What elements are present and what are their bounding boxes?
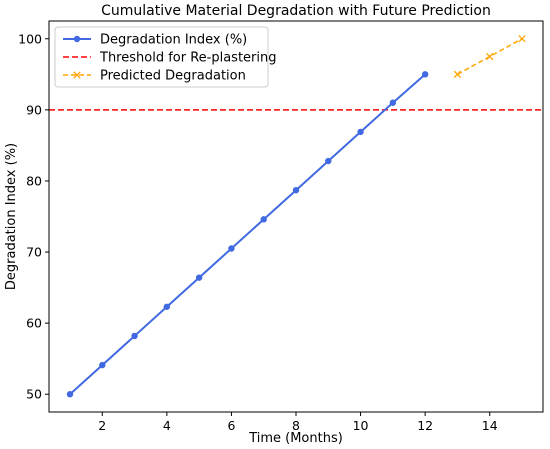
data-point — [163, 303, 171, 310]
data-point — [453, 70, 462, 78]
y-tick-label: 100 — [18, 31, 42, 46]
data-point — [292, 186, 300, 194]
x-tick-label: 14 — [482, 418, 498, 433]
data-point — [486, 52, 494, 61]
data-point — [131, 332, 138, 340]
legend-label: Predicted Degradation — [100, 69, 246, 84]
data-point — [195, 274, 203, 281]
y-tick-label: 60 — [26, 316, 42, 331]
data-point — [325, 157, 332, 165]
y-tick-label: 80 — [26, 173, 42, 188]
data-point — [66, 391, 74, 398]
data-point — [260, 216, 267, 223]
data-point — [389, 99, 397, 106]
legend: Degradation Index (%) Threshold for Re-pl… — [54, 26, 277, 88]
legend-label: Threshold for Re-plastering — [99, 51, 277, 66]
chart-title: Cumulative Material Degradation with Fut… — [101, 3, 491, 19]
x-tick-label: 8 — [292, 418, 300, 433]
data-point — [357, 128, 364, 136]
y-tick-label: 90 — [26, 102, 42, 117]
y-tick-label: 50 — [26, 387, 42, 402]
y-axis: 50 60 70 80 90 100 — [18, 31, 49, 402]
data-point — [228, 245, 235, 252]
data-point — [518, 35, 526, 43]
x-axis-label: Time (Months) — [248, 431, 343, 446]
y-tick-label: 70 — [26, 245, 42, 260]
y-axis-label: Degradation Index (%) — [4, 143, 19, 290]
legend-marker — [73, 71, 81, 79]
data-point — [99, 361, 106, 369]
series-line — [69, 73, 426, 395]
x-axis: 2 4 6 8 10 12 14 — [98, 412, 498, 433]
x-tick-label: 2 — [98, 418, 106, 433]
x-tick-label: 4 — [163, 418, 171, 433]
legend-marker — [73, 35, 81, 43]
legend-label: Degradation Index (%) — [100, 33, 247, 48]
x-tick-label: 6 — [227, 418, 235, 433]
x-tick-label: 10 — [353, 418, 369, 433]
legend-box — [54, 26, 269, 88]
x-tick-label: 12 — [417, 418, 433, 433]
plot-area — [49, 35, 543, 398]
data-point — [421, 71, 429, 78]
